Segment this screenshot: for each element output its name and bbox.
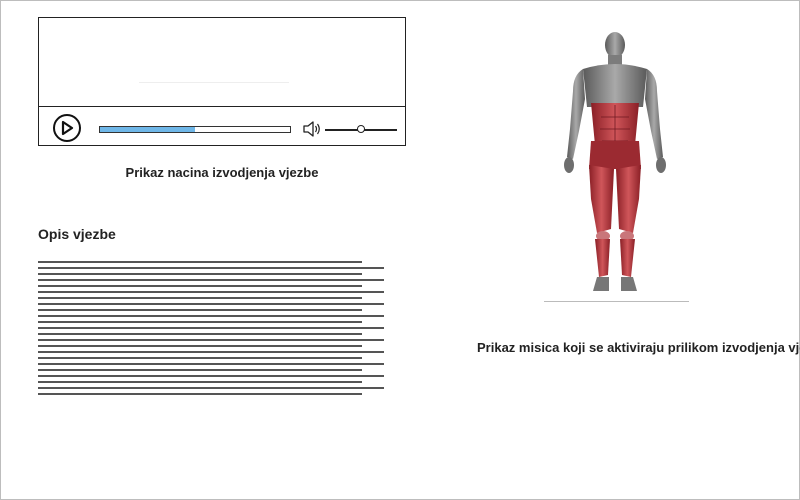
description-line xyxy=(38,333,362,335)
video-controls xyxy=(39,106,405,148)
muscles-caption: Prikaz misica koji se aktiviraju priliko… xyxy=(477,340,800,355)
volume-knob[interactable] xyxy=(357,125,365,133)
video-placeholder-mark xyxy=(139,82,289,83)
video-screen[interactable] xyxy=(39,18,405,106)
description-line xyxy=(38,339,384,341)
description-line xyxy=(38,261,362,263)
progress-bar[interactable] xyxy=(99,126,291,133)
description-heading: Opis vjezbe xyxy=(38,226,116,242)
progress-fill xyxy=(100,127,195,132)
description-line xyxy=(38,327,384,329)
description-line xyxy=(38,393,362,395)
description-line xyxy=(38,363,384,365)
description-line xyxy=(38,381,362,383)
muscle-figure-image xyxy=(564,32,666,291)
description-line xyxy=(38,357,362,359)
description-line xyxy=(38,279,384,281)
video-caption: Prikaz nacina izvodjenja vjezbe xyxy=(125,165,319,180)
description-line xyxy=(38,375,384,377)
speaker-icon[interactable] xyxy=(302,119,322,139)
description-line xyxy=(38,291,384,293)
description-line xyxy=(38,303,384,305)
description-line xyxy=(38,267,384,269)
volume-slider[interactable] xyxy=(325,121,397,137)
play-icon xyxy=(61,120,74,136)
description-line xyxy=(38,315,384,317)
figure-base-line xyxy=(544,301,689,302)
description-line xyxy=(38,309,362,311)
description-line xyxy=(38,321,362,323)
description-line xyxy=(38,387,384,389)
description-line xyxy=(38,273,362,275)
description-line xyxy=(38,285,362,287)
description-line xyxy=(38,351,384,353)
description-line xyxy=(38,297,362,299)
description-text-placeholder xyxy=(38,261,384,401)
video-player[interactable] xyxy=(38,17,406,146)
description-line xyxy=(38,345,362,347)
description-line xyxy=(38,369,362,371)
play-button[interactable] xyxy=(53,114,81,142)
